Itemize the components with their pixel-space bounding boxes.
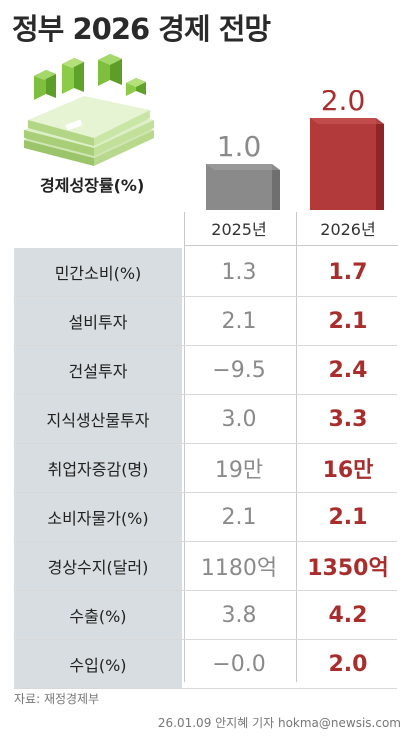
table-row: 수출(%) 3.8 4.2: [0, 591, 411, 640]
table-row: 소비자물가(%) 2.1 2.1: [0, 493, 411, 542]
bar-front: [206, 164, 272, 210]
header-2026: 2026년: [320, 220, 376, 239]
value-2026: 2.1: [328, 504, 368, 530]
row-label: 수출(%): [69, 607, 127, 626]
bar-value-label: 2.0: [321, 90, 366, 117]
value-2025: 2.1: [221, 504, 257, 530]
value-2025: −0.0: [212, 651, 266, 677]
bar-2025년: 1.0: [206, 130, 280, 210]
bar-side: [376, 118, 384, 210]
row-label: 경상수지(달러): [47, 558, 149, 577]
value-2025: 3.8: [221, 602, 257, 628]
value-2026: 16만: [322, 458, 374, 483]
table-row: 설비투자 2.1 2.1: [0, 297, 411, 346]
bar-2026년: 2.0: [310, 90, 384, 210]
value-2026: 2.1: [328, 308, 368, 334]
growth-bar-chart: 1.0 2.0: [206, 90, 384, 210]
source-text: 자료: 재정경제부: [14, 692, 100, 706]
bar-side: [272, 164, 280, 210]
row-label: 취업자증감(명): [47, 460, 149, 479]
value-2026: 3.3: [328, 406, 368, 432]
value-2025: −9.5: [212, 357, 266, 383]
bar-front: [310, 118, 376, 210]
bar-top: [310, 118, 384, 124]
row-label: 수입(%): [69, 656, 127, 675]
value-2026: 1350억: [307, 556, 389, 581]
row-label: 소비자물가(%): [47, 509, 149, 528]
value-2025: 1.3: [221, 259, 257, 285]
column-divider: [184, 212, 185, 682]
table-header-row: 2025년 2026년: [0, 210, 411, 259]
growth-rate-label: 경제성장률(%): [40, 176, 145, 195]
credit-text: 26.01.09 안지혜 기자 hokma@newsis.com: [157, 716, 401, 730]
table-row: 취업자증감(명) 19만 16만: [0, 444, 411, 493]
page-title: 정부 2026 경제 전망: [12, 12, 271, 46]
row-label: 설비투자: [68, 313, 128, 332]
building-illustration-icon: [24, 54, 154, 166]
value-2026: 2.4: [328, 357, 368, 383]
value-2026: 1.7: [328, 259, 368, 285]
column-divider: [296, 212, 297, 682]
bar-top: [206, 164, 280, 170]
table-row: 경상수지(달러) 1180억 1350억: [0, 542, 411, 591]
row-label: 건설투자: [68, 362, 128, 381]
table-row: 건설투자 −9.5 2.4: [0, 346, 411, 395]
table-row: 민간소비(%) 1.3 1.7: [0, 248, 411, 297]
value-2025: 2.1: [221, 308, 257, 334]
value-2026: 4.2: [328, 602, 368, 628]
header-2025: 2025년: [211, 220, 267, 239]
value-2025: 19만: [214, 458, 264, 483]
table-row: 수입(%) −0.0 2.0: [0, 640, 411, 689]
row-label: 지식생산물투자: [46, 411, 150, 430]
value-2025: 1180억: [200, 556, 278, 581]
table-row: 지식생산물투자 3.0 3.3: [0, 395, 411, 444]
bar-value-label: 1.0: [217, 130, 262, 163]
value-2026: 2.0: [328, 651, 368, 677]
row-label: 민간소비(%): [54, 264, 142, 283]
value-2025: 3.0: [221, 406, 257, 432]
